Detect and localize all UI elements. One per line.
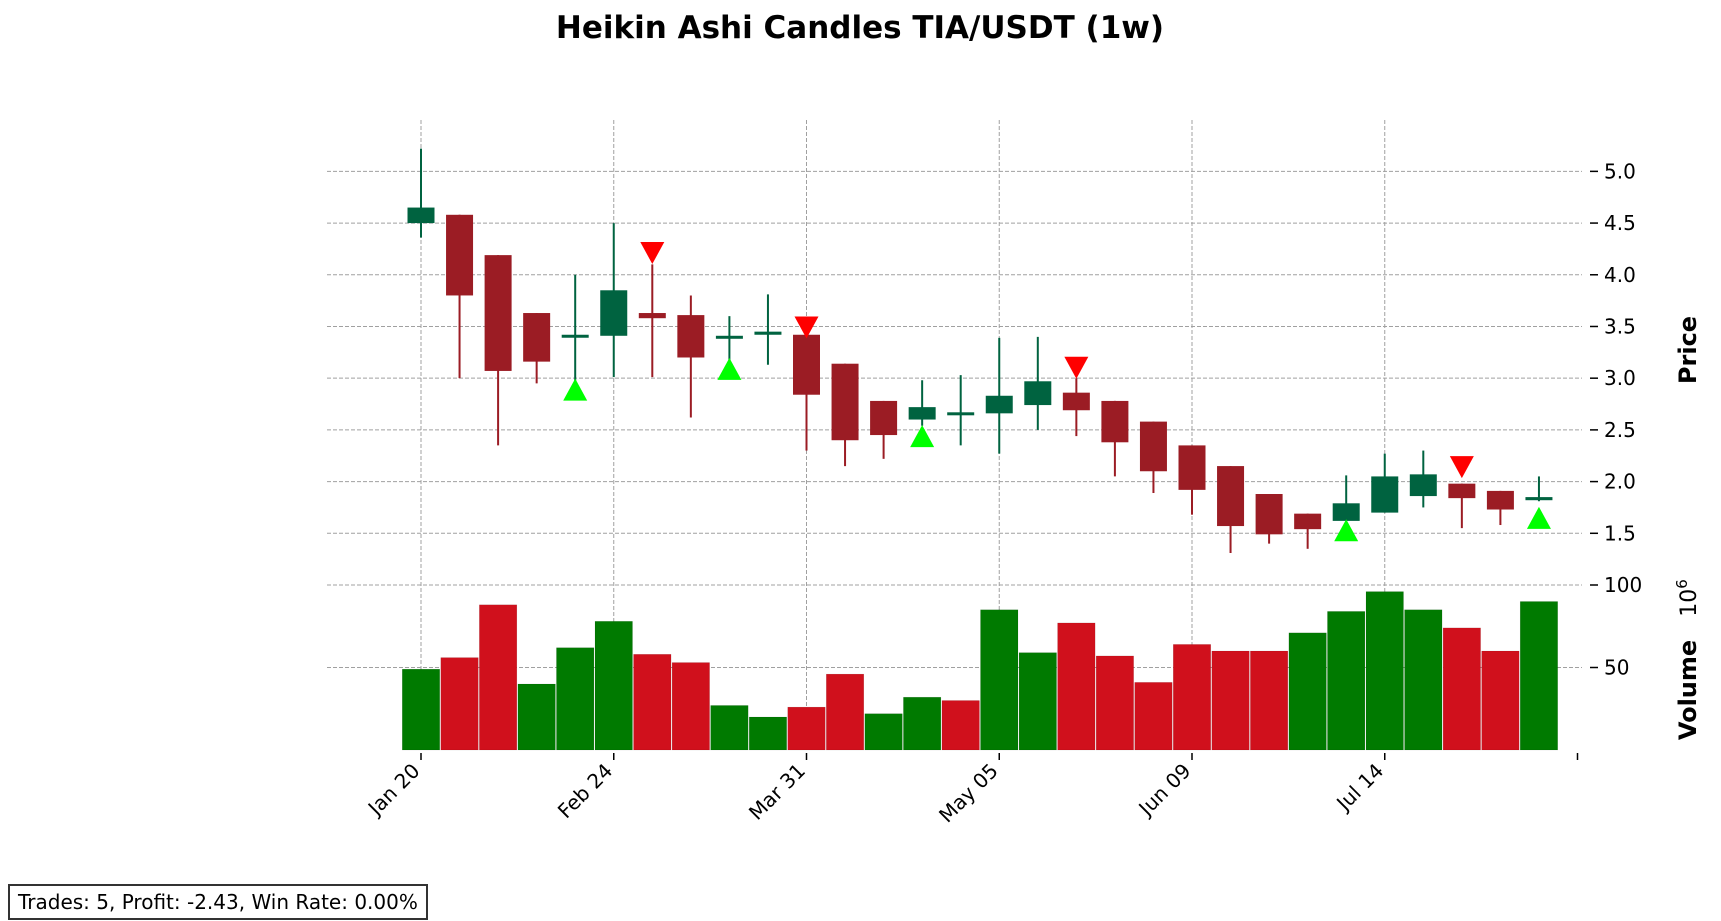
buy-signal-marker: [563, 378, 588, 401]
volume-bar: [556, 647, 595, 751]
candle-body: [908, 407, 936, 420]
volume-scale-base: 10: [1677, 589, 1702, 617]
volume-bar: [1173, 644, 1211, 751]
signal-markers: [563, 242, 1551, 542]
volume-bar: [903, 696, 942, 751]
candle-body: [1255, 494, 1283, 535]
candle-body: [985, 395, 1013, 414]
candles: [407, 148, 1553, 553]
candle-body: [1101, 400, 1129, 443]
volume-bar: [440, 657, 479, 751]
candle-body: [1139, 421, 1167, 472]
price-tick-label: 3.5: [1604, 314, 1636, 338]
price-tick-label: 5.0: [1604, 159, 1636, 183]
buy-signal-marker: [1526, 506, 1551, 529]
buy-signal-marker: [1334, 519, 1359, 542]
volume-bar: [1211, 650, 1250, 751]
volume-bar: [1018, 652, 1057, 751]
volume-bar: [402, 668, 440, 751]
candle-body: [1371, 476, 1399, 513]
volume-bar: [980, 609, 1019, 751]
candle-body: [1486, 490, 1514, 510]
candle-body: [677, 315, 705, 358]
volume-bar: [594, 621, 633, 751]
candle-body: [870, 400, 898, 436]
volume-axis-label: Volume: [1674, 640, 1702, 740]
candle-body: [831, 363, 859, 441]
candle-body: [638, 313, 666, 319]
candle-body: [1178, 445, 1206, 490]
sell-signal-marker: [1064, 356, 1089, 379]
x-tick-label: May 05: [934, 759, 1003, 828]
volume-bar: [1519, 601, 1558, 751]
volume-bar: [1057, 622, 1096, 751]
candle-body: [754, 331, 782, 335]
volume-bar: [864, 713, 903, 751]
candle-body: [523, 313, 551, 362]
chart-title: Heikin Ashi Candles TIA/USDT (1w): [556, 10, 1164, 46]
volume-bar: [479, 604, 518, 751]
volume-scale-exponent: 6: [1673, 579, 1691, 589]
price-tick-label: 4.5: [1604, 211, 1636, 235]
volume-scale-label: 106: [1673, 579, 1702, 617]
volume-tick-label: 100: [1604, 573, 1642, 597]
volume-bar: [1404, 609, 1443, 751]
buy-signal-marker: [910, 425, 935, 448]
candle-body: [561, 334, 589, 338]
x-tick-label: Mar 31: [744, 759, 810, 825]
candle-body: [1062, 392, 1090, 411]
volume-bar: [1365, 591, 1404, 751]
volume-bar: [710, 705, 749, 751]
candle-body: [1448, 483, 1476, 499]
x-tick-label: Jan 20: [362, 759, 425, 822]
candle-body: [446, 214, 474, 296]
volume-bar: [941, 700, 980, 751]
candle-body: [793, 334, 820, 395]
x-tick-label: Jul 14: [1330, 759, 1388, 817]
candle-body: [947, 412, 975, 416]
price-tick-label: 1.5: [1604, 521, 1636, 545]
price-axis-label: Price: [1674, 316, 1702, 384]
volume-bar: [1481, 650, 1520, 751]
volume-bar: [1442, 627, 1481, 751]
sell-signal-marker: [794, 316, 819, 339]
candle-body: [484, 255, 512, 371]
candle-body: [1409, 474, 1437, 497]
volume-bars: [402, 591, 1558, 751]
price-tick-label: 2.0: [1604, 470, 1636, 494]
volume-bar: [826, 673, 865, 751]
buy-signal-marker: [717, 357, 742, 380]
volume-bar: [671, 662, 710, 751]
price-tick-label: 3.0: [1604, 366, 1636, 390]
stats-box: Trades: 5, Profit: -2.43, Win Rate: 0.00…: [8, 884, 428, 920]
x-tick-label: Feb 24: [553, 759, 618, 824]
candle-body: [407, 207, 435, 224]
price-tick-label: 4.0: [1604, 263, 1636, 287]
candle-body: [1024, 381, 1052, 406]
candle-body: [600, 290, 628, 336]
svg-text:106: 106: [1673, 579, 1702, 617]
candle-body: [1217, 466, 1245, 527]
candle-body: [715, 335, 743, 339]
candle-body: [1294, 513, 1322, 530]
candle-body: [1525, 497, 1553, 501]
volume-bar: [1095, 655, 1134, 751]
volume-tick-label: 50: [1604, 656, 1629, 680]
price-tick-label: 2.5: [1604, 418, 1636, 442]
candle-body: [1332, 503, 1360, 521]
x-tick-label: Jun 09: [1133, 759, 1196, 822]
volume-bar: [1288, 632, 1327, 751]
volume-bar: [517, 683, 556, 751]
sell-signal-marker: [1449, 456, 1474, 479]
volume-bar: [748, 716, 787, 751]
sell-signal-marker: [640, 242, 665, 265]
volume-bar: [1327, 611, 1366, 751]
volume-bar: [633, 654, 672, 751]
volume-bar: [787, 706, 826, 751]
volume-bar: [1134, 682, 1173, 751]
volume-bar: [1250, 650, 1289, 751]
